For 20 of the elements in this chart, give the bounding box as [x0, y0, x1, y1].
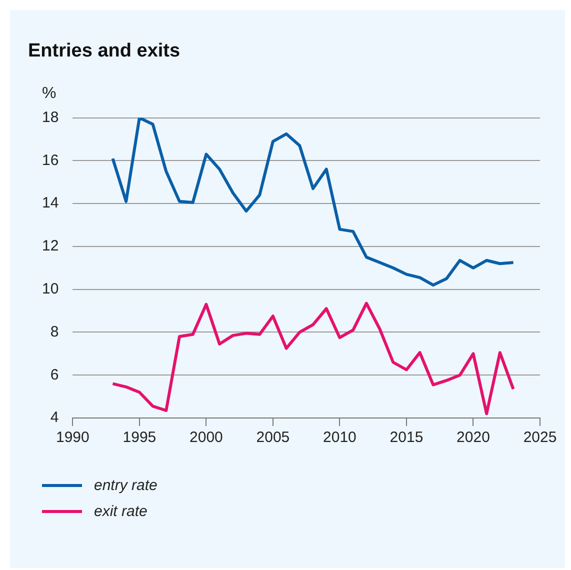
x-tick-label: 1990: [56, 429, 90, 446]
y-tick-label: 14: [42, 194, 59, 212]
legend-label: entry rate: [94, 476, 158, 494]
x-tick-label: 2025: [523, 429, 557, 446]
x-tick-label: 2010: [323, 429, 356, 446]
x-tick-label: 2015: [390, 429, 424, 446]
y-tick-label: 6: [50, 366, 59, 384]
y-tick-label: 8: [50, 323, 59, 340]
y-tick-label: 4: [50, 409, 59, 426]
x-tick-label: 2005: [256, 429, 290, 446]
chart-title: Entries and exits: [28, 40, 180, 62]
y-axis-title: %: [42, 85, 56, 102]
x-tick-label: 2000: [190, 429, 223, 446]
y-tick-label: 12: [42, 238, 59, 255]
x-tick-label: 2020: [456, 429, 490, 446]
y-tick-label: 18: [42, 108, 59, 126]
y-tick-label: 10: [42, 280, 59, 298]
y-tick-label: 16: [42, 152, 59, 169]
x-tick-label: 1995: [122, 429, 156, 446]
legend-label: exit rate: [94, 502, 148, 520]
